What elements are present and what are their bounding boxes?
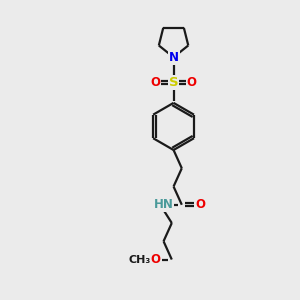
Text: HN: HN	[154, 198, 173, 211]
Text: CH₃: CH₃	[128, 254, 151, 265]
Text: N: N	[169, 51, 178, 64]
Text: S: S	[169, 76, 178, 89]
Text: O: O	[151, 253, 160, 266]
Text: O: O	[187, 76, 197, 89]
Text: O: O	[150, 76, 160, 89]
Text: O: O	[195, 198, 205, 211]
